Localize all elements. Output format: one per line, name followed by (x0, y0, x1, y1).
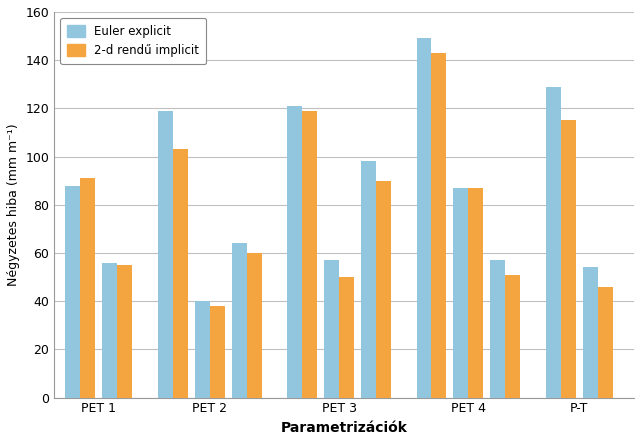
Bar (431, 53, 446, 398)
Y-axis label: Négyzetes hiba (mm m⁻¹): Négyzetes hiba (mm m⁻¹) (7, 123, 20, 286)
Bar (302, 111, 317, 398)
Bar (453, 188, 469, 398)
Bar (247, 253, 262, 398)
Bar (210, 306, 224, 398)
Bar (583, 267, 597, 398)
Bar (80, 178, 96, 398)
Bar (361, 161, 376, 398)
Bar (469, 188, 483, 398)
Bar (376, 181, 391, 398)
Bar (546, 87, 561, 398)
Legend: Euler explicit, 2-d rendű implicit: Euler explicit, 2-d rendű implicit (60, 18, 206, 64)
X-axis label: Parametrizációk: Parametrizációk (281, 421, 408, 435)
Bar (158, 111, 173, 398)
Bar (324, 260, 339, 398)
Bar (231, 244, 247, 398)
Bar (417, 38, 431, 398)
Bar (505, 274, 520, 398)
Bar (339, 277, 354, 398)
Bar (65, 186, 80, 398)
Bar (103, 263, 117, 398)
Bar (287, 106, 302, 398)
Bar (561, 120, 576, 398)
Bar (117, 265, 132, 398)
Bar (173, 149, 188, 398)
Bar (195, 301, 210, 398)
Bar (597, 287, 613, 398)
Bar (490, 260, 505, 398)
